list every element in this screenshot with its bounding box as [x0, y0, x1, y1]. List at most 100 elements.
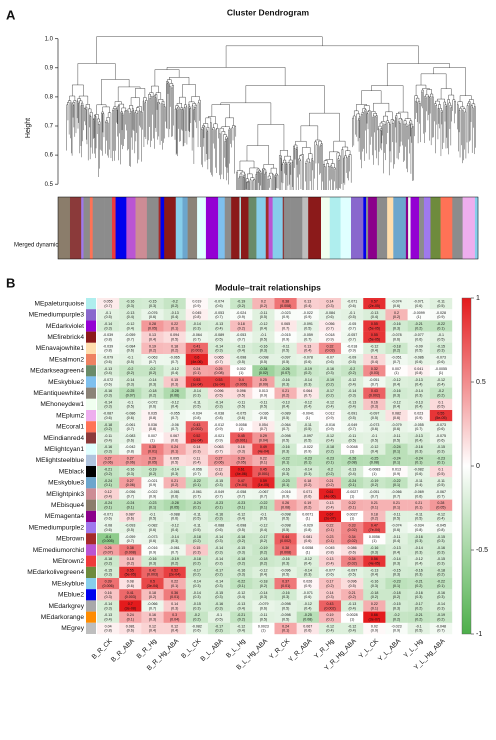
cell-pvalue: (0.6) [326, 315, 333, 319]
cell-value: -0.18 [392, 591, 400, 595]
cell-pvalue: (0.4) [149, 629, 156, 633]
heatmap-cell [318, 466, 342, 478]
cell-pvalue: (0.2) [415, 326, 422, 330]
color-bar-segment [423, 197, 431, 259]
heatmap-cell [274, 488, 297, 500]
cell-pvalue: (0.2) [393, 349, 400, 353]
heatmap-cell [97, 354, 120, 366]
cell-value: -0.12 [348, 378, 356, 382]
cell-pvalue: (0.9) [282, 337, 289, 341]
cell-value: 0.45 [260, 468, 267, 472]
heatmap-cell [230, 622, 253, 635]
heatmap-cell [141, 578, 164, 590]
cell-pvalue: (0.4) [326, 561, 333, 565]
cell-value: 0.096 [237, 389, 246, 393]
cell-value: 0.67 [326, 512, 333, 516]
cell-value: -0.07 [326, 356, 334, 360]
cell-pvalue: (0.3) [149, 304, 156, 308]
heatmap-cell [230, 488, 253, 500]
cell-value: -0.14 [104, 322, 112, 326]
cell-pvalue: (0.3) [193, 326, 200, 330]
heatmap-cell [207, 499, 231, 511]
cell-pvalue: (0.07) [281, 371, 290, 375]
heatmap-cell [163, 298, 186, 310]
cell-pvalue: (0.4) [104, 617, 111, 621]
cell-pvalue: (0.9) [149, 494, 156, 498]
cell-value: -0.24 [104, 501, 112, 505]
cell-pvalue: (0.1) [326, 539, 333, 543]
heatmap-cell [385, 499, 408, 511]
heatmap-cell [252, 510, 275, 523]
heatmap-cell [363, 354, 386, 366]
color-bar-segment [81, 197, 84, 259]
heatmap-cell [274, 555, 297, 567]
cell-value: 0.1 [438, 400, 443, 404]
cell-pvalue: (0.7) [127, 337, 134, 341]
cell-pvalue: (0.4) [260, 528, 267, 532]
heatmap-cell [296, 454, 320, 467]
cell-value: 0.53 [193, 378, 200, 382]
heatmap-cell [141, 376, 164, 388]
cell-pvalue: (0.4) [304, 304, 311, 308]
heatmap-cell [119, 387, 142, 399]
cell-value: -0.022 [147, 490, 157, 494]
heatmap-cell [429, 488, 453, 500]
heatmap-cell [363, 342, 386, 355]
heatmap-cell [429, 555, 453, 567]
cell-pvalue: (0.9) [393, 472, 400, 476]
cell-pvalue: (0.7) [127, 539, 134, 543]
cell-value: -0.075 [436, 434, 446, 438]
heatmap-cell [318, 566, 342, 579]
heatmap-cell [207, 432, 231, 444]
cell-pvalue: (0.9) [149, 483, 156, 487]
cell-value: -0.13 [215, 322, 223, 326]
color-bar-segment [302, 197, 309, 259]
heatmap-cell [163, 578, 186, 590]
cell-value: -0.12 [370, 445, 378, 449]
cell-value: -0.077 [325, 568, 335, 572]
heatmap-cell [274, 499, 297, 511]
color-bar-segment [205, 197, 219, 259]
cell-value: -0.18 [259, 580, 267, 584]
heatmap-cell [97, 410, 120, 422]
cell-pvalue: (0.6) [171, 494, 178, 498]
cell-pvalue: (3e-04) [147, 584, 159, 588]
cell-value: -0.18 [237, 535, 245, 539]
cell-value: -0.1 [216, 613, 222, 617]
cell-pvalue: (1) [394, 371, 398, 375]
column-label: Y_L_Hg [403, 637, 425, 659]
heatmap-cell [407, 454, 431, 467]
cell-pvalue: (0.3) [171, 382, 178, 386]
heatmap-cell [429, 298, 453, 310]
cell-value: 0.2 [261, 300, 266, 304]
heatmap-cell [429, 611, 453, 623]
heatmap-cell [207, 454, 231, 467]
color-bar-segment [272, 197, 284, 259]
module-swatch [86, 600, 96, 612]
cell-value: -0.12 [392, 400, 400, 404]
heatmap-cell [252, 398, 275, 411]
row-label: MEdarkorange [41, 614, 85, 621]
heatmap-cell [185, 432, 209, 444]
cell-value: -0.098 [258, 356, 268, 360]
cell-pvalue: (0.6) [149, 539, 156, 543]
color-bar-segment [248, 197, 257, 259]
cell-value: 0.29 [260, 434, 267, 438]
cell-value: -0.12 [437, 378, 445, 382]
heatmap-cell [207, 533, 231, 545]
cell-pvalue: (0.1) [326, 528, 333, 532]
color-bar-segment [308, 197, 322, 259]
heatmap-cell [341, 365, 364, 377]
heatmap-cell [119, 410, 142, 422]
cell-value: -0.071 [103, 512, 113, 516]
cell-value: -0.18 [104, 423, 112, 427]
heatmap-cell [141, 544, 164, 556]
heatmap-cell [429, 454, 453, 467]
cell-value: -0.16 [415, 591, 423, 595]
heatmap-cell [230, 410, 253, 422]
cell-pvalue: (0.6) [127, 517, 134, 521]
heatmap-cell [407, 320, 431, 332]
heatmap-cell [207, 544, 231, 556]
heatmap-cell [207, 622, 231, 635]
cell-pvalue: (0.3) [104, 393, 111, 397]
